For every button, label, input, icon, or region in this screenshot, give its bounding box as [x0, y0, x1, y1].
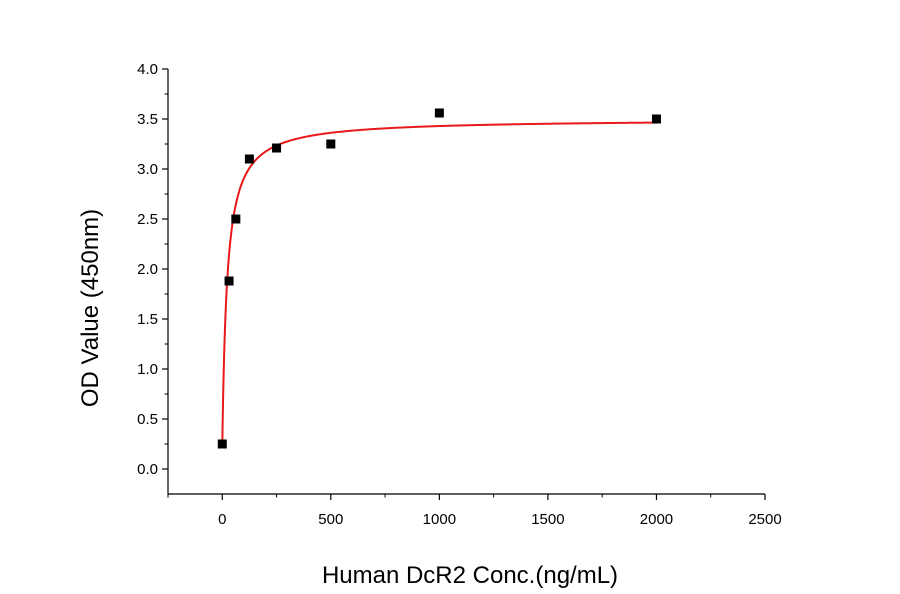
x-axis-label: Human DcR2 Conc.(ng/mL) — [322, 562, 618, 589]
x-axis-ticks: 0 500 1000 1500 2000 2500 — [167, 494, 782, 528]
y-tick-label: 3.5 — [137, 111, 158, 128]
y-tick-label: 1.0 — [137, 361, 158, 378]
data-point — [326, 139, 336, 149]
x-tick-label: 2500 — [748, 511, 781, 528]
fit-curve-layer — [221, 121, 657, 448]
x-tick-label: 1000 — [423, 511, 456, 528]
data-point — [217, 439, 227, 449]
data-point — [434, 108, 444, 118]
data-point — [231, 214, 241, 224]
y-axis-label: OD Value (450nm) — [77, 209, 104, 407]
data-point — [651, 114, 661, 124]
y-tick-label: 2.0 — [137, 261, 158, 278]
y-tick-label: 3.0 — [137, 161, 158, 178]
data-point — [224, 276, 234, 286]
x-tick-label: 500 — [318, 511, 343, 528]
x-tick-label: 1500 — [531, 511, 564, 528]
fit-curve — [221, 121, 657, 448]
x-tick-label: 0 — [218, 511, 226, 528]
axes — [167, 69, 765, 495]
x-tick-label: 2000 — [640, 511, 673, 528]
data-point — [272, 143, 282, 153]
data-point — [244, 154, 254, 164]
y-tick-label: 0.5 — [137, 411, 158, 428]
y-tick-label: 4.0 — [137, 61, 158, 78]
y-axis-ticks: 0.0 0.5 1.0 1.5 2.0 2.5 3.0 3.5 4.0 — [137, 61, 168, 478]
y-tick-label: 2.5 — [137, 211, 158, 228]
data-points-layer — [217, 108, 661, 449]
y-tick-label: 0.0 — [137, 461, 158, 478]
y-tick-label: 1.5 — [137, 311, 158, 328]
